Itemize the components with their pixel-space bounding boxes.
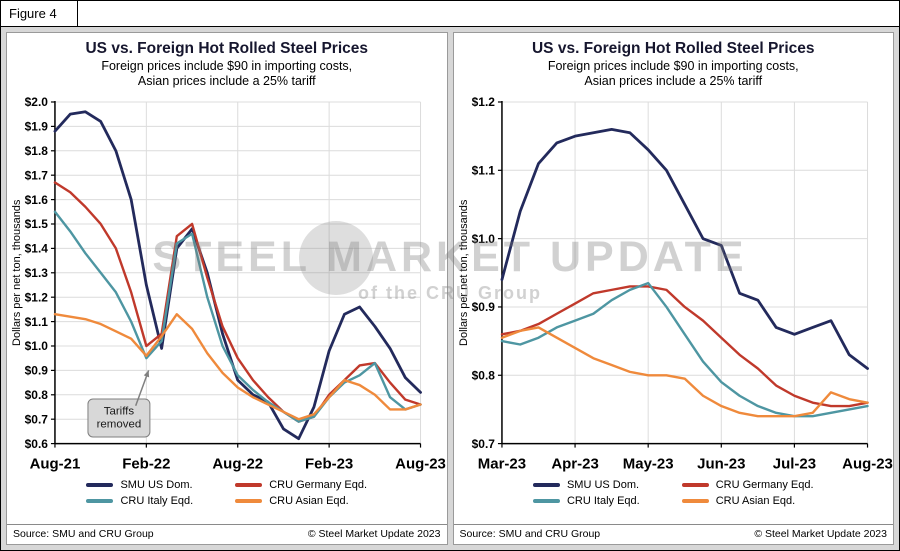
series-line-smu-us-dom [53,109,422,440]
annotation-text: removed [97,418,142,430]
legend-label: CRU Germany Eqd. [269,479,368,492]
chart-subtitle-line2: Asian prices include a 25% tariff [584,74,763,89]
y-tick-label: $1.3 [25,265,49,279]
copyright-text: © Steel Market Update 2023 [307,528,441,540]
y-tick-label: $1.5 [25,217,49,231]
y-tick-label: $0.7 [25,412,49,426]
y-tick-label: $0.7 [471,436,495,450]
legend-item-cru-asian-eqd: CRU Asian Eqd. [681,495,814,508]
y-tick-label: $1.4 [25,241,49,255]
y-tick-label: $0.8 [25,387,49,401]
series-line-cru-germany-eqd [53,180,422,423]
legend-label: CRU Italy Eqd. [566,495,640,508]
legend-swatch [681,499,709,504]
figure-top-bar: Figure 4 [1,1,899,27]
figure-label: Figure 4 [1,1,78,26]
legend-swatch [86,483,114,488]
x-tick-label: Jun-23 [697,455,745,472]
series-line-cru-germany-eqd [500,284,869,407]
y-tick-label: $1.2 [471,95,495,109]
x-tick-label: Feb-22 [122,455,170,472]
y-tick-label: $0.6 [25,436,49,450]
series-line-cru-asian-eqd [53,312,422,420]
x-tick-label: Aug-21 [30,455,81,472]
legend-label: CRU Asian Eqd. [715,495,796,508]
series-line-cru-italy-eqd [53,210,422,423]
x-tick-label: Mar-23 [477,455,525,472]
copyright-text: © Steel Market Update 2023 [754,528,887,540]
x-tick-label: Aug-23 [842,455,893,472]
legend-swatch [235,499,263,504]
y-tick-label: $0.9 [471,300,495,314]
legend-item-cru-germany-eqd: CRU Germany Eqd. [235,479,367,491]
legend-label: CRU Asian Eqd. [269,495,349,508]
panel-footer: Source: SMU and CRU Group © Steel Market… [453,524,893,544]
chart-subtitle-line1: Foreign prices include $90 in importing … [101,59,353,73]
chart-panels: US vs. Foreign Hot Rolled Steel Prices F… [1,27,899,550]
y-tick-label: $0.8 [471,368,495,382]
chart-panel-left: US vs. Foreign Hot Rolled Steel Prices F… [6,32,448,545]
chart-title: US vs. Foreign Hot Rolled Steel Prices [531,40,815,57]
legend-item-cru-italy-eqd: CRU Italy Eqd. [532,495,640,508]
annotation-arrow-head [143,369,150,377]
x-tick-label: Aug-23 [395,455,446,472]
x-tick-label: Feb-23 [305,455,353,472]
legend-item-cru-asian-eqd: CRU Asian Eqd. [235,495,367,507]
legend-label: SMU US Dom. [566,479,640,492]
x-tick-label: Jul-23 [772,455,815,472]
legend-swatch [86,499,114,504]
y-tick-label: $1.2 [25,290,49,304]
y-tick-label: $1.0 [25,339,49,353]
legend-label: CRU Germany Eqd. [715,479,814,492]
chart-subtitle-line1: Foreign prices include $90 in importing … [547,59,799,73]
annotation-text: Tariffs [104,405,135,417]
source-text: Source: SMU and CRU Group [13,528,154,540]
legend: SMU US Dom. CRU Germany Eqd. CRU Italy Eqd… [7,477,447,512]
source-text: Source: SMU and CRU Group [459,528,601,540]
y-tick-label: $1.6 [25,192,49,206]
x-tick-label: Apr-23 [551,455,598,472]
y-axis-title: Dollars per net ton, thousands [11,199,23,346]
y-tick-label: $1.7 [25,168,49,182]
y-tick-label: $1.8 [25,143,49,157]
legend-item-smu-us-dom: SMU US Dom. [532,479,640,492]
annotation-box [87,397,151,437]
legend-label: SMU US Dom. [120,479,193,492]
panel-footer: Source: SMU and CRU Group © Steel Market… [7,524,447,544]
chart-subtitle-line2: Asian prices include a 25% tariff [137,74,316,89]
legend: SMU US Dom. CRU Germany Eqd. CRU Italy Eqd… [454,477,894,512]
y-tick-label: $1.0 [471,231,495,245]
legend-item-smu-us-dom: SMU US Dom. [86,479,193,491]
chart-subtitle: Foreign prices include $90 in importing … [454,59,894,90]
chart-panel-right: US vs. Foreign Hot Rolled Steel Prices F… [452,32,894,545]
series-line-cru-italy-eqd [500,281,869,417]
legend-item-cru-italy-eqd: CRU Italy Eqd. [86,495,193,507]
x-tick-label: May-23 [622,455,673,472]
legend-swatch [681,483,709,488]
chart-title: US vs. Foreign Hot Rolled Steel Prices [85,40,369,57]
legend-swatch [532,483,560,488]
y-tick-label: $1.1 [471,163,495,177]
chart-subtitle: Foreign prices include $90 in importing … [7,59,447,90]
line-chart-right: $0.7 $0.8 $0.9 $1.0 $1.1 $1.2 Mar-23 Apr-23 May-… [457,95,893,472]
series-line-cru-asian-eqd [500,325,869,417]
legend-swatch [532,499,560,504]
legend-swatch [235,483,263,488]
y-tick-label: $0.9 [25,363,49,377]
legend-label: CRU Italy Eqd. [120,495,194,508]
legend-item-cru-germany-eqd: CRU Germany Eqd. [681,479,814,492]
y-tick-label: $1.9 [25,119,49,133]
y-tick-label: $1.1 [25,314,49,328]
series-line-smu-us-dom [500,127,869,370]
line-chart-left: $0.6 $0.7 $0.8 $0.9 $1.0 $1.1 $1.2 $1.3 $1.4 $1.5… [11,95,446,472]
y-tick-label: $2.0 [25,95,49,109]
x-tick-label: Aug-22 [212,455,263,472]
y-axis-title: Dollars per net ton, thousands [457,199,469,346]
